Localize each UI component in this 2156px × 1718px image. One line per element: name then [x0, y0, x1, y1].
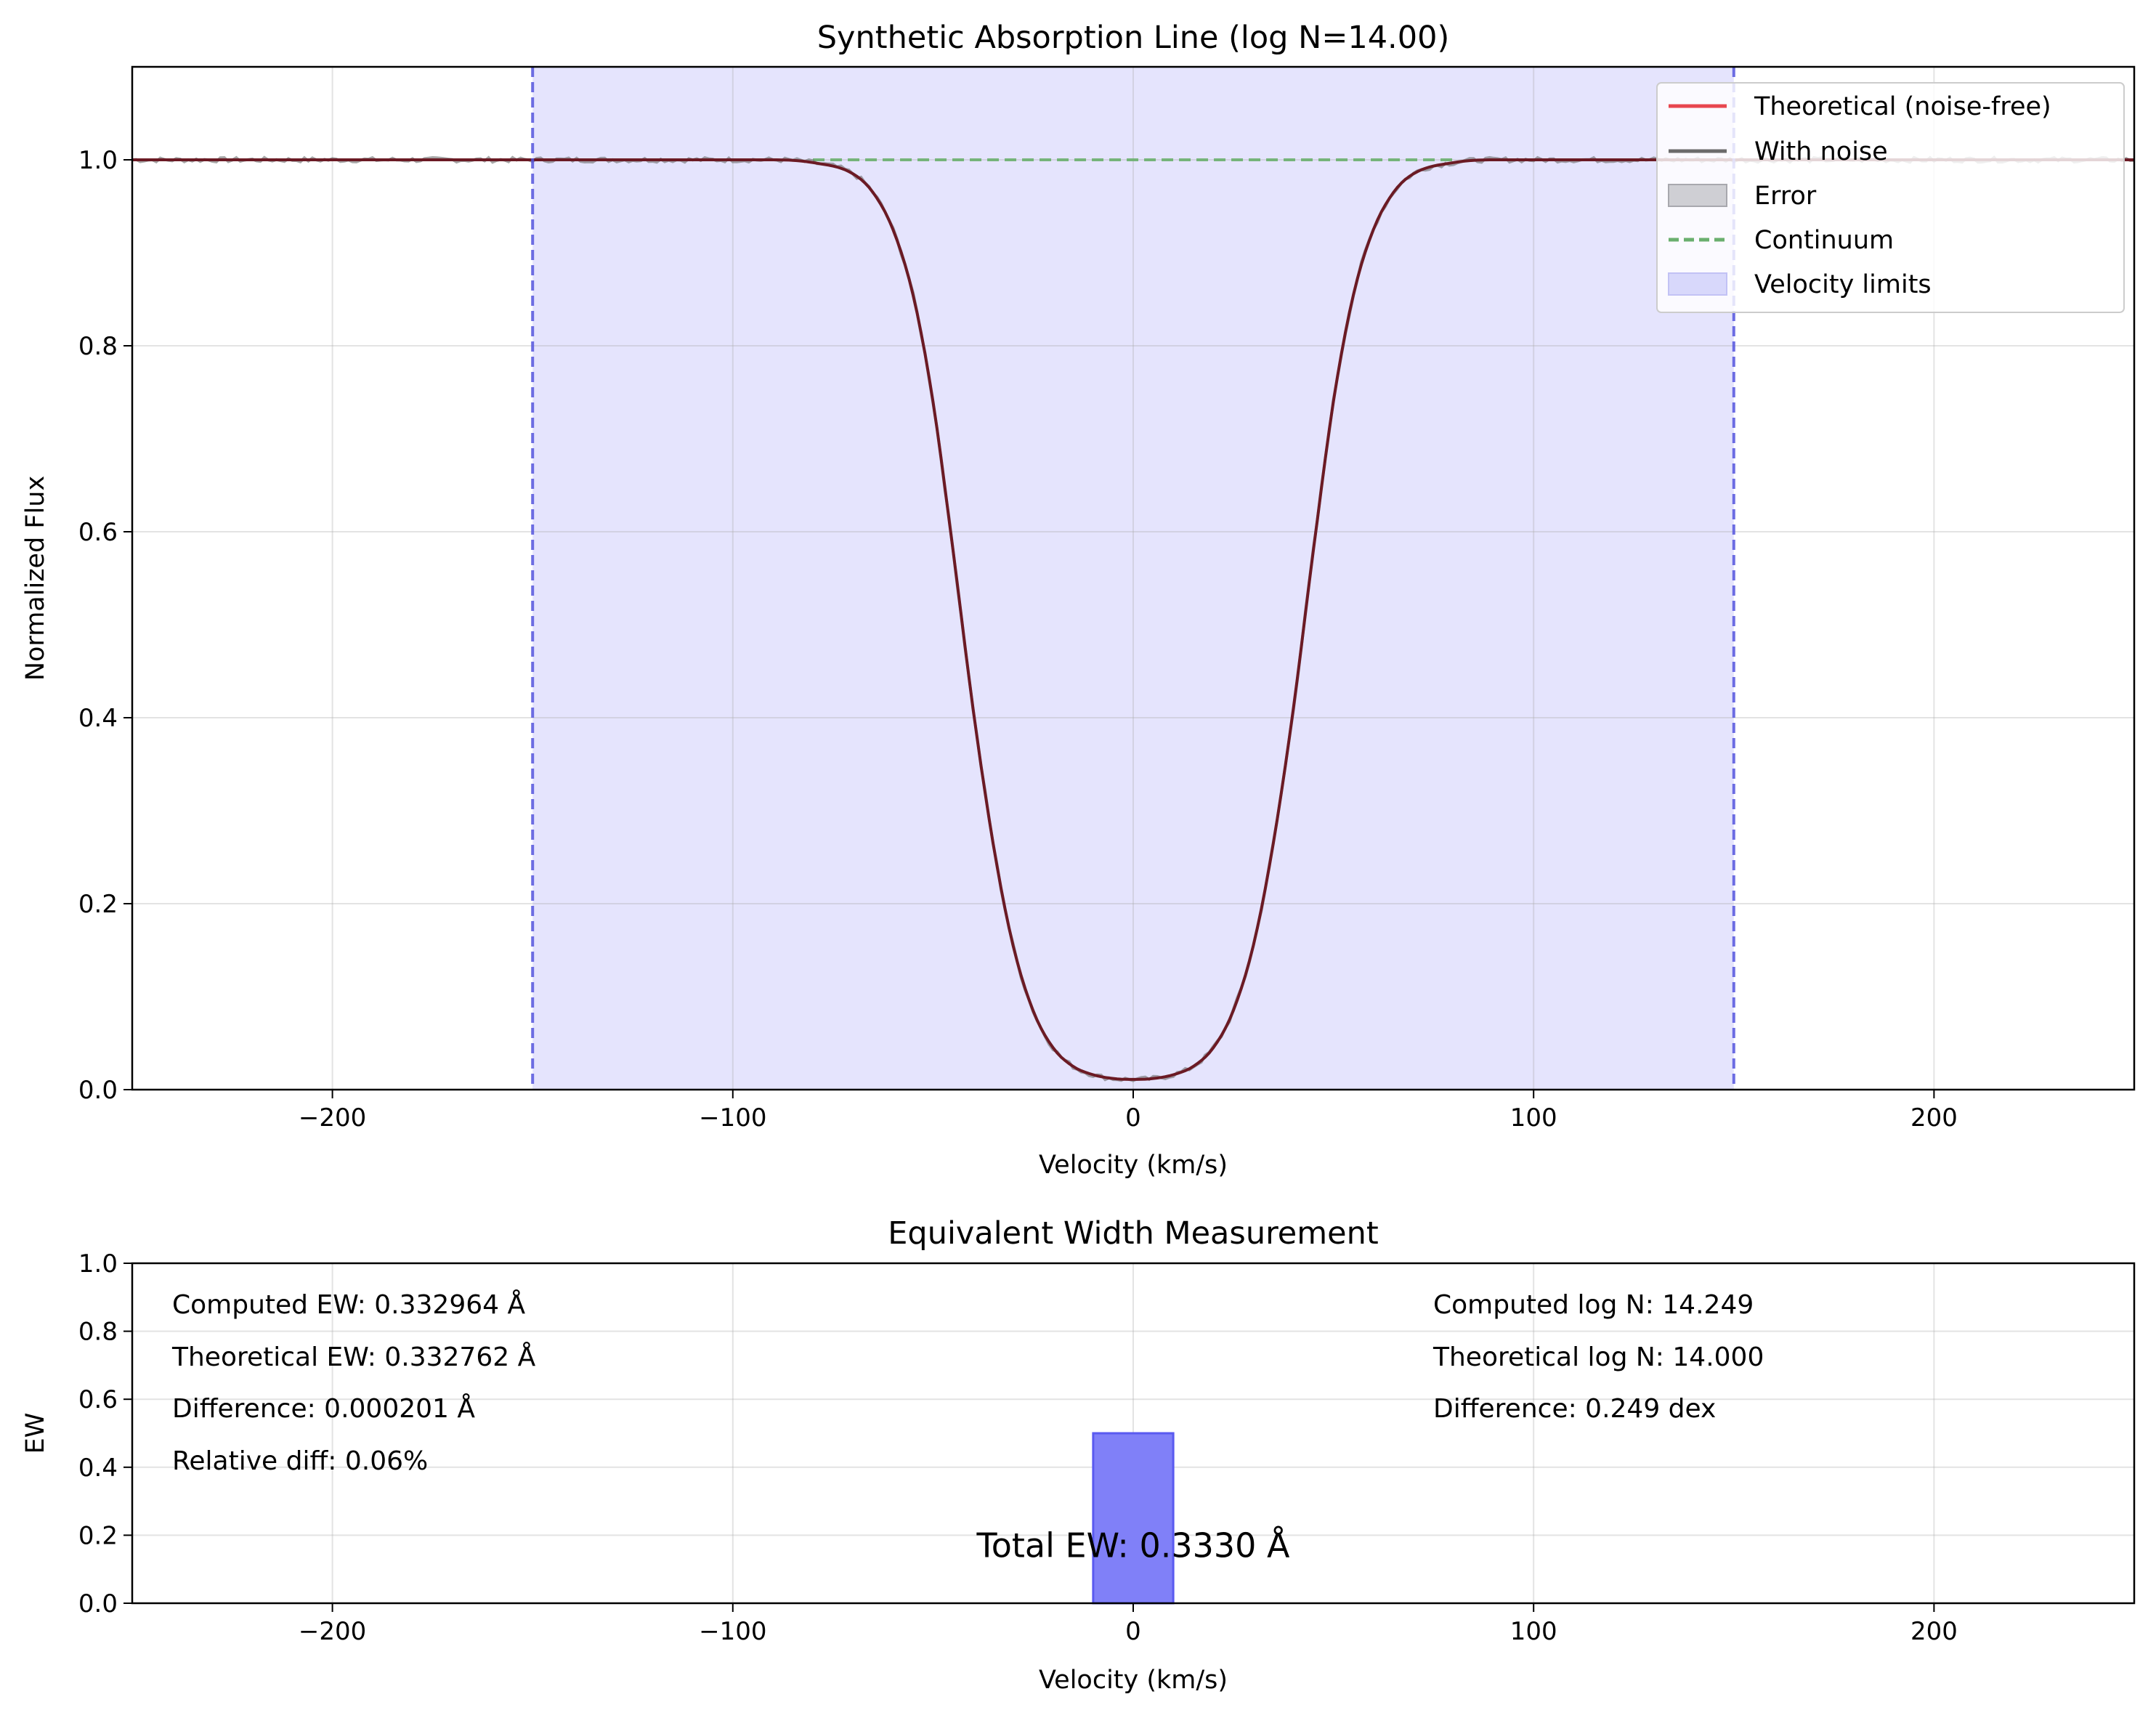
logn-difference-annotation: Difference: 0.249 dex [1433, 1394, 1716, 1424]
bot-y-tick-label: 0.8 [78, 1318, 118, 1347]
top-x-tick-label: 100 [1510, 1103, 1557, 1132]
theoretical-ew-annotation: Theoretical EW: 0.332762 Å [171, 1341, 536, 1372]
computed-ew-annotation: Computed EW: 0.332964 Å [172, 1289, 525, 1320]
top-y-tick-label: 0.0 [78, 1076, 118, 1105]
top-y-tick-label: 0.2 [78, 890, 118, 919]
absorption-line-panel: −200 −100 0 100 200 0.0 0.2 0.4 0.6 0.8 1.0 Synth… [21, 20, 2136, 1180]
bottom-x-axis-label: Velocity (km/s) [1039, 1666, 1228, 1695]
top-x-tick-label: −100 [699, 1103, 766, 1132]
legend-handle-error [1668, 184, 1727, 207]
bot-y-tick-label: 0.4 [78, 1454, 118, 1483]
top-x-tick-label: 0 [1125, 1103, 1141, 1132]
bot-x-tick-label: 0 [1125, 1617, 1141, 1646]
top-x-tick-label: 200 [1910, 1103, 1958, 1132]
legend-label-error: Error [1754, 182, 1817, 211]
ew-bar [1092, 1432, 1175, 1605]
legend-label-theoretical: Theoretical (noise-free) [1754, 92, 2051, 121]
bottom-chart-title: Equivalent Width Measurement [888, 1215, 1378, 1252]
ew-difference-annotation: Difference: 0.000201 Å [172, 1393, 475, 1424]
top-y-ticks: 0.0 0.2 0.4 0.6 0.8 1.0 [78, 146, 132, 1105]
bot-x-tick-label: −200 [299, 1617, 366, 1646]
bot-x-tick-label: −100 [699, 1617, 766, 1646]
bot-y-tick-label: 0.2 [78, 1521, 118, 1550]
top-x-tick-label: −200 [299, 1103, 366, 1132]
top-x-axis-label: Velocity (km/s) [1039, 1151, 1228, 1180]
legend-label-velocity-limits: Velocity limits [1754, 270, 1932, 299]
bot-y-tick-label: 1.0 [78, 1249, 118, 1279]
velocity-limits-region [532, 67, 1734, 1090]
bot-y-tick-label: 0.0 [78, 1589, 118, 1618]
top-y-tick-label: 0.4 [78, 704, 118, 733]
relative-diff-annotation: Relative diff: 0.06% [172, 1446, 428, 1476]
bottom-y-ticks: 0.0 0.2 0.4 0.6 0.8 1.0 [78, 1249, 132, 1618]
legend-label-with-noise: With noise [1754, 137, 1888, 166]
top-chart-title: Synthetic Absorption Line (log N=14.00) [817, 20, 1449, 56]
legend-label-continuum: Continuum [1754, 226, 1894, 255]
total-ew-label: Total EW: 0.3330 Å [976, 1525, 1290, 1565]
bottom-y-axis-label: EW [21, 1413, 50, 1454]
top-x-ticks: −200 −100 0 100 200 [299, 1090, 1958, 1132]
equivalent-width-panel: −200 −100 0 100 200 0.0 0.2 0.4 0.6 0.8 1.0 Equiv… [21, 1215, 2136, 1695]
top-y-tick-label: 0.8 [78, 332, 118, 361]
legend-box [1656, 82, 2125, 313]
bot-y-tick-label: 0.6 [78, 1385, 118, 1414]
legend-handle-velocity-limits [1668, 272, 1727, 296]
bot-x-tick-label: 100 [1510, 1617, 1557, 1646]
top-y-axis-label: Normalized Flux [21, 476, 50, 681]
legend: Theoretical (noise-free) With noise Erro… [1656, 82, 2125, 313]
bot-x-tick-label: 200 [1910, 1617, 1958, 1646]
computed-logn-annotation: Computed log N: 14.249 [1433, 1290, 1754, 1320]
theoretical-logn-annotation: Theoretical log N: 14.000 [1432, 1342, 1764, 1372]
top-y-tick-label: 0.6 [78, 518, 118, 547]
bottom-x-ticks: −200 −100 0 100 200 [299, 1603, 1958, 1646]
top-y-tick-label: 1.0 [78, 146, 118, 175]
